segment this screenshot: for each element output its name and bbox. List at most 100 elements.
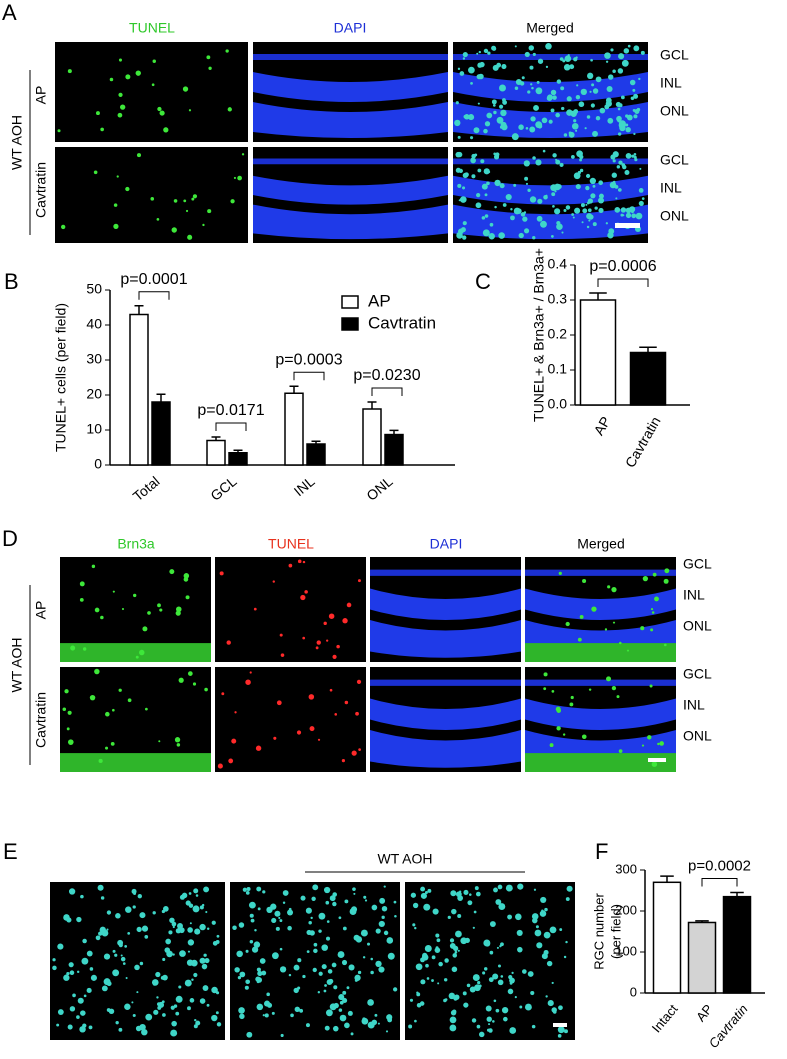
cell [272,952,279,960]
cell [375,928,381,934]
cell [503,1016,508,1022]
cell [478,1031,485,1038]
cell [514,86,519,90]
cell [249,671,252,674]
cell [90,974,97,981]
cell [173,1004,178,1008]
cell [118,92,123,98]
cell [582,208,588,214]
cell [476,52,479,55]
cell [135,1025,142,1032]
cell [509,1027,517,1034]
cell [523,160,530,167]
cell [338,1008,343,1012]
layer-label: ONL [683,618,712,634]
cell [424,890,428,894]
cell [617,68,624,74]
cell [188,109,192,112]
cell [183,199,187,203]
layer-label: INL [683,587,705,603]
cell [116,175,119,178]
nuclear-layer [453,204,648,240]
cell [279,947,283,951]
cell [349,908,357,915]
cell [610,48,614,52]
cell [187,950,191,953]
cell [531,86,534,90]
cell [497,979,504,986]
cell [494,205,497,209]
cell [162,957,166,961]
cell [543,687,547,691]
cell [565,621,570,627]
y-axis-label: (per field) [608,904,623,959]
cell [139,961,144,966]
cell [586,225,590,229]
cell [93,170,98,175]
cell [192,194,198,199]
cell [588,219,591,222]
cell [360,929,368,937]
cell [309,726,315,732]
cell [203,886,210,893]
cell [462,991,467,996]
cell [257,907,261,911]
cell [363,895,367,899]
bar [629,351,667,406]
cell [199,957,206,964]
cell [317,991,321,994]
cell [274,910,281,917]
cell [112,590,115,593]
cell [115,913,121,919]
cell [113,223,119,229]
cell [493,110,497,115]
cell [463,114,468,119]
error-bar [289,385,299,394]
bracket [701,878,738,887]
cell [67,739,74,745]
cell [552,95,557,100]
cell [516,929,523,936]
cell [460,227,466,233]
bar [384,433,404,466]
cell [493,999,497,1003]
cell [651,761,658,767]
cell [642,576,649,582]
cell [546,960,553,967]
cell [201,963,208,970]
cell [95,935,101,941]
cell [118,943,123,948]
cell [282,890,289,896]
cell [103,953,111,960]
cell [276,700,282,706]
cell [615,197,618,200]
cell [381,915,385,919]
cell [63,974,70,981]
cell [125,906,132,913]
cell [203,953,207,957]
cell [156,996,159,999]
cell [488,233,495,240]
cell [217,763,223,769]
cell [591,83,595,87]
cell [518,232,524,239]
cell [498,232,505,239]
cell [623,48,630,54]
cell [510,208,513,211]
cell [302,636,306,640]
cell [228,758,234,764]
cell [164,947,171,953]
cell [79,581,85,587]
cell [256,1003,264,1011]
cell [393,900,397,904]
cell [346,986,350,990]
scale-bar [615,223,640,228]
cell [595,115,601,121]
cell [127,698,132,703]
cell [323,989,327,993]
y-axis-label: RGC number [591,893,606,970]
cell [575,184,581,190]
cell [255,745,262,751]
cell [598,193,604,199]
cell [267,1002,273,1008]
